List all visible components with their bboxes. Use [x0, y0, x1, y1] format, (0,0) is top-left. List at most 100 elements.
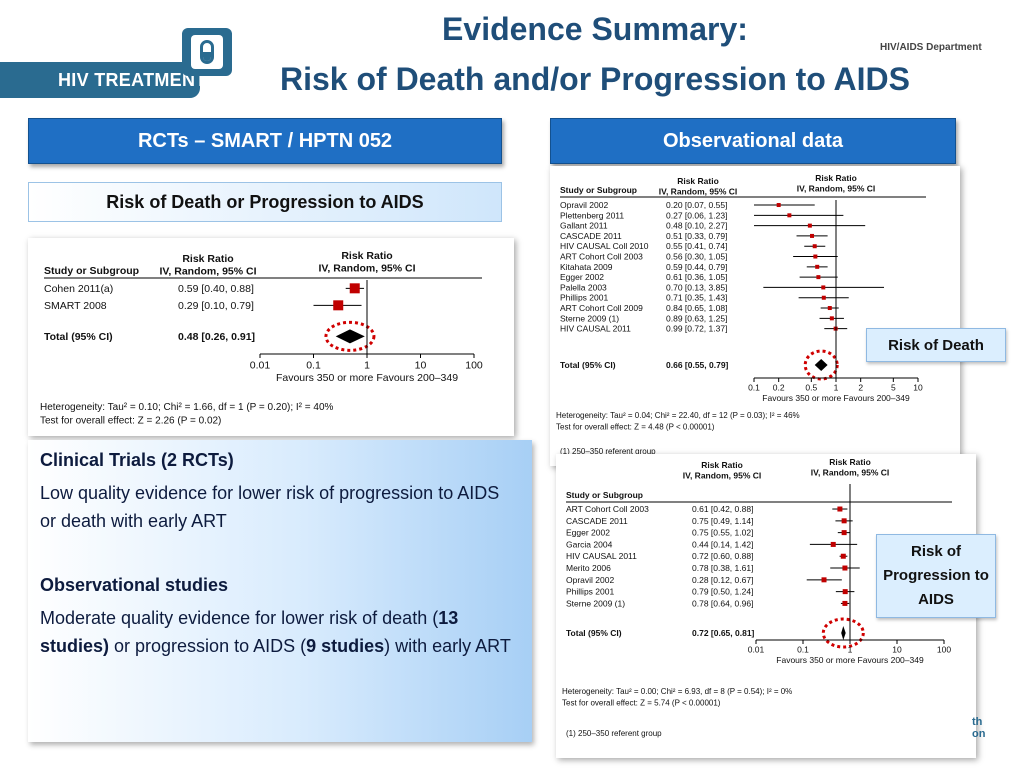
x-tick-label: 0.01	[250, 360, 271, 372]
x-tick-label: 100	[937, 645, 951, 655]
risk-of-death-callout: Risk of Death	[866, 328, 1006, 362]
study-ci: 0.75 [0.49, 1.14]	[692, 516, 753, 526]
total-diamond	[841, 626, 846, 641]
study-name: HIV CAUSAL 2011	[566, 551, 637, 561]
highlight-circle	[821, 617, 865, 649]
effect-marker	[821, 577, 827, 583]
study-ci: 0.27 [0.06, 1.23]	[666, 210, 727, 220]
observational-text: Moderate quality evidence for lower risk…	[40, 604, 520, 660]
effect-marker	[830, 541, 836, 547]
total-label: Total (95% CI)	[44, 331, 113, 343]
footnote-text: (1) 250–350 referent group	[566, 729, 662, 738]
study-name: Egger 2002	[566, 528, 610, 538]
study-name: Cohen 2011(a)	[44, 283, 113, 295]
study-name: Sterne 2009 (1)	[560, 313, 619, 323]
effect-marker	[821, 295, 826, 300]
x-tick-label: 1	[848, 645, 853, 655]
plot-col-title: Risk Ratio	[341, 250, 392, 262]
study-ci: 0.84 [0.65, 1.08]	[666, 303, 727, 313]
obs-text-13-studies: 13 studies)	[40, 608, 459, 656]
favours-label: Favours 350 or more Favours 200–349	[762, 393, 910, 403]
study-name: Phillips 2001	[560, 293, 608, 303]
study-ci: 0.48 [0.10, 2.27]	[666, 221, 727, 231]
study-ci: 0.59 [0.44, 0.79]	[666, 262, 727, 272]
favours-label: Favours 350 or more Favours 200–349	[276, 372, 458, 384]
pill-icon-fill	[203, 52, 211, 61]
total-label: Total (95% CI)	[566, 628, 622, 638]
study-name: Plettenberg 2011	[560, 210, 624, 220]
title-line-2: Risk of Death and/or Progression to AIDS	[279, 61, 910, 97]
obs-text-e: ) with early ART	[384, 636, 511, 656]
study-ci: 0.61 [0.36, 1.05]	[666, 272, 727, 282]
study-ci: 0.89 [0.63, 1.25]	[666, 313, 727, 323]
study-name: Palella 2003	[560, 282, 607, 292]
effect-marker	[349, 283, 360, 294]
favours-label: Favours 350 or more Favours 200–349	[776, 655, 924, 665]
study-ci: 0.29 [0.10, 0.79]	[178, 300, 254, 312]
plot-col-method: IV, Random, 95% CI	[811, 468, 890, 478]
department-label: HIV/AIDS Department	[880, 42, 982, 53]
study-name: Sterne 2009 (1)	[566, 598, 625, 608]
study-name: Phillips 2001	[566, 587, 614, 597]
total-ci: 0.72 [0.65, 0.81]	[692, 628, 755, 638]
effect-marker	[333, 300, 344, 311]
total-label: Total (95% CI)	[560, 360, 616, 370]
x-tick-label: 0.5	[805, 383, 817, 393]
study-col-header: Study or Subgroup	[566, 490, 643, 500]
effect-marker	[840, 553, 846, 559]
rr-col-method: IV, Random, 95% CI	[159, 266, 256, 278]
rr-col-title: Risk Ratio	[182, 253, 233, 265]
heterogeneity-text: Heterogeneity: Tau² = 0.04; Chi² = 22.40…	[556, 411, 800, 420]
study-name: Gallant 2011	[560, 221, 608, 231]
effect-marker	[776, 203, 781, 208]
footnote-text: (1) 250–350 referent group	[560, 447, 656, 456]
x-tick-label: 0.01	[748, 645, 765, 655]
study-ci: 0.28 [0.12, 0.67]	[692, 575, 753, 585]
effect-marker	[841, 518, 847, 524]
heterogeneity-text: Heterogeneity: Tau² = 0.00; Chi² = 6.93,…	[562, 687, 792, 696]
plot-col-method: IV, Random, 95% CI	[318, 263, 415, 275]
x-tick-label: 10	[892, 645, 902, 655]
study-name: ART Cohort Coll 2009	[560, 303, 643, 313]
obs-text-c: or progression to AIDS (	[109, 636, 307, 656]
effect-marker	[815, 264, 820, 269]
x-tick-label: 0.1	[306, 360, 321, 372]
overall-effect-text: Test for overall effect: Z = 4.48 (P < 0…	[556, 423, 715, 432]
total-ci: 0.66 [0.55, 0.79]	[666, 360, 729, 370]
total-ci: 0.48 [0.26, 0.91]	[178, 331, 255, 343]
study-col-header: Study or Subgroup	[44, 265, 139, 277]
death-forest-plot: Risk Ratio IV, Random, 95% CI Risk Ratio IV…	[550, 166, 960, 466]
logo-text: HIV TREATMENT	[58, 70, 207, 90]
study-ci: 0.71 [0.35, 1.43]	[666, 293, 727, 303]
study-ci: 0.72 [0.60, 0.88]	[692, 551, 753, 561]
highlight-circle	[803, 349, 839, 381]
rr-col-method: IV, Random, 95% CI	[683, 471, 762, 481]
overall-effect-text: Test for overall effect: Z = 2.26 (P = 0…	[40, 416, 221, 427]
study-name: Egger 2002	[560, 272, 604, 282]
plot-col-title: Risk Ratio	[815, 173, 857, 183]
rr-col-method: IV, Random, 95% CI	[659, 187, 738, 197]
rct-forest-plot: Risk Ratio IV, Random, 95% CI Risk Ratio IV…	[28, 238, 514, 436]
x-tick-label: 2	[858, 383, 863, 393]
effect-marker	[810, 233, 815, 238]
x-tick-label: 1	[834, 383, 839, 393]
study-name: CASCADE 2011	[566, 516, 628, 526]
logo-banner	[0, 62, 200, 98]
study-ci: 0.61 [0.42, 0.88]	[692, 504, 753, 514]
rr-col-title: Risk Ratio	[677, 176, 719, 186]
observational-heading: Observational studies	[40, 575, 229, 595]
study-ci: 0.78 [0.38, 1.61]	[692, 563, 753, 573]
study-ci: 0.75 [0.55, 1.02]	[692, 528, 753, 538]
study-name: ART Cohort Coll 2003	[560, 252, 643, 262]
effect-marker	[816, 275, 821, 280]
rct-subheader: Risk of Death or Progression to AIDS	[28, 182, 502, 222]
study-name: HIV CAUSAL 2011	[560, 324, 631, 334]
title-line-1: Evidence Summary:	[442, 11, 748, 47]
page-title: Evidence Summary: Risk of Death and/or P…	[230, 4, 960, 104]
study-name: ART Cohort Coll 2003	[566, 504, 649, 514]
effect-marker	[842, 565, 848, 571]
study-ci: 0.44 [0.14, 1.42]	[692, 539, 753, 549]
